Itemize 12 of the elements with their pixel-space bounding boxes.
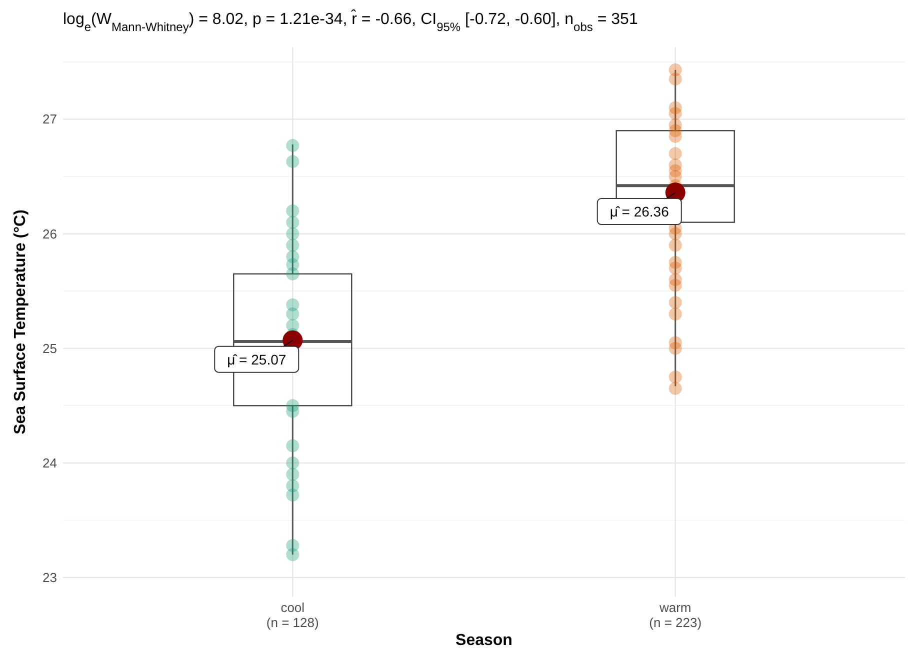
x-tick-label: cool (n = 128) [266, 600, 319, 630]
x-tick-label: warm (n = 223) [649, 600, 702, 630]
annotation: μ̂ = 25.07 [227, 351, 286, 368]
annotation: μ̂ = 26.36 [610, 204, 670, 220]
y-tick-label: 25 [42, 340, 57, 356]
y-tick-label: 26 [42, 226, 57, 242]
x-axis-title: Season [456, 632, 512, 649]
y-tick-label: 27 [42, 112, 57, 127]
y-tick-label: 23 [42, 570, 57, 586]
y-axis-title: Sea Surface Temperature (°C) [12, 210, 29, 434]
y-tick-label: 24 [42, 455, 57, 470]
chart-title: log$_{e}$(W$_{Mann-Whitney}$) = 8.02, p = 1.21e-34, r̂ = -0.66, CI$_{95%}$ [-0.72, -0.60], n$_{obs}$ = 351 [63, 11, 638, 34]
